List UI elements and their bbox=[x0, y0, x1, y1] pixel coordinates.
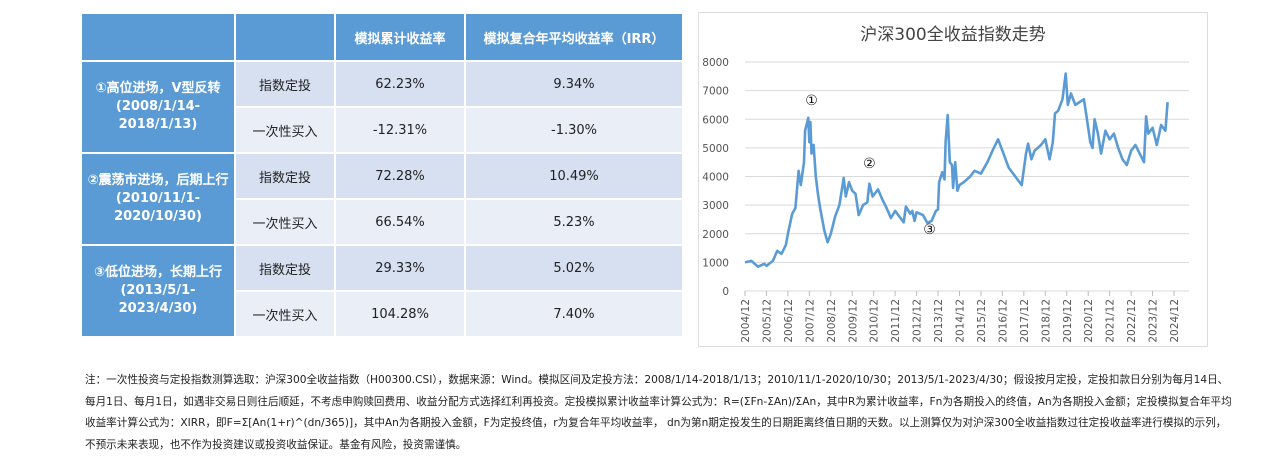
x-tick-label: 2016/12 bbox=[997, 299, 1009, 343]
returns-table: 模拟累计收益率 模拟复合年平均收益率（IRR） ①高位进场，V型反转 (2008/… bbox=[80, 12, 684, 338]
table-row: ①高位进场，V型反转 (2008/1/14-2018/1/13) 指数定投 62.23… bbox=[82, 62, 682, 152]
y-tick-label: 7000 bbox=[702, 86, 729, 98]
x-tick-label: 2010/12 bbox=[869, 299, 881, 343]
irr-cell: -1.30% bbox=[466, 108, 682, 152]
index-chart: 沪深300全收益指数走势 0 1000 2000 3000 4000 5000 6000 700… bbox=[698, 12, 1208, 347]
scenario-period: (2010/11/1-2020/10/30) bbox=[114, 191, 202, 224]
cum-return-cell: 66.54% bbox=[336, 200, 464, 244]
method-cell: 指数定投 bbox=[236, 246, 334, 290]
header-cum-return: 模拟累计收益率 bbox=[336, 14, 464, 60]
table-header-row: 模拟累计收益率 模拟复合年平均收益率（IRR） bbox=[82, 14, 682, 60]
table-row: 一次性买入 -12.31% -1.30% bbox=[82, 108, 682, 152]
method-cell: 指数定投 bbox=[236, 154, 334, 198]
y-tick-label: 5000 bbox=[702, 143, 729, 155]
method-cell: 指数定投 bbox=[236, 62, 334, 106]
cum-return-cell: 104.28% bbox=[336, 292, 464, 336]
cum-return-cell: 62.23% bbox=[336, 62, 464, 106]
irr-cell: 10.49% bbox=[466, 154, 682, 198]
cum-return-cell: -12.31% bbox=[336, 108, 464, 152]
y-tick-label: 3000 bbox=[702, 200, 729, 212]
y-tick-label: 0 bbox=[722, 286, 729, 298]
x-tick-label: 2013/12 bbox=[933, 299, 945, 343]
annotation-marker: ② bbox=[863, 156, 876, 172]
x-tick-label: 2008/12 bbox=[826, 299, 838, 343]
scenario-period: (2008/1/14-2018/1/13) bbox=[115, 99, 201, 132]
y-tick-label: 4000 bbox=[702, 172, 729, 184]
x-tick-label: 2006/12 bbox=[783, 299, 795, 343]
x-tick-label: 2023/12 bbox=[1148, 299, 1160, 343]
x-tick-label: 2007/12 bbox=[804, 299, 816, 343]
footnote: 注：一次性投资与定投指数测算选取：沪深300全收益指数（H00300.CSI），… bbox=[85, 374, 1232, 451]
y-tick-label: 6000 bbox=[702, 114, 729, 126]
annotation-marker: ① bbox=[805, 93, 818, 109]
x-tick-label: 2012/12 bbox=[912, 299, 924, 343]
y-tick-label: 1000 bbox=[702, 257, 729, 269]
irr-cell: 5.02% bbox=[466, 246, 682, 290]
scenario-title: ③低位进场，长期上行 bbox=[93, 265, 222, 280]
x-tick-label: 2004/12 bbox=[740, 299, 752, 343]
annotation-marker: ③ bbox=[923, 222, 936, 238]
y-tick-label: 2000 bbox=[702, 229, 729, 241]
x-tick-label: 2011/12 bbox=[890, 299, 902, 343]
table-row: 一次性买入 66.54% 5.23% bbox=[82, 200, 682, 244]
cum-return-cell: 72.28% bbox=[336, 154, 464, 198]
header-blank bbox=[236, 14, 334, 60]
y-tick-label: 8000 bbox=[702, 57, 729, 69]
header-blank bbox=[82, 14, 234, 60]
scenario-label: ②震荡市进场，后期上行 (2010/11/1-2020/10/30) bbox=[82, 154, 234, 244]
x-tick-label: 2019/12 bbox=[1062, 299, 1074, 343]
table-row: 一次性买入 104.28% 7.40% bbox=[82, 292, 682, 336]
x-tick-label: 2005/12 bbox=[761, 299, 773, 343]
method-cell: 一次性买入 bbox=[236, 292, 334, 336]
table-row: ②震荡市进场，后期上行 (2010/11/1-2020/10/30) 指数定投 72.… bbox=[82, 154, 682, 244]
x-tick-label: 2015/12 bbox=[976, 299, 988, 343]
x-tick-label: 2024/12 bbox=[1169, 299, 1181, 343]
scenario-title: ①高位进场，V型反转 bbox=[95, 81, 221, 96]
x-tick-label: 2014/12 bbox=[955, 299, 967, 343]
chart-title: 沪深300全收益指数走势 bbox=[860, 25, 1045, 45]
scenario-period: (2013/5/1-2023/4/30) bbox=[118, 283, 198, 316]
x-tick-label: 2020/12 bbox=[1083, 299, 1095, 343]
x-tick-label: 2009/12 bbox=[847, 299, 859, 343]
x-tick-label: 2022/12 bbox=[1126, 299, 1138, 343]
method-cell: 一次性买入 bbox=[236, 108, 334, 152]
method-cell: 一次性买入 bbox=[236, 200, 334, 244]
scenario-label: ①高位进场，V型反转 (2008/1/14-2018/1/13) bbox=[82, 62, 234, 152]
scenario-title: ②震荡市进场，后期上行 bbox=[87, 173, 229, 188]
x-tick-label: 2017/12 bbox=[1019, 299, 1031, 343]
irr-cell: 9.34% bbox=[466, 62, 682, 106]
x-tick-label: 2021/12 bbox=[1105, 299, 1117, 343]
irr-cell: 5.23% bbox=[466, 200, 682, 244]
irr-cell: 7.40% bbox=[466, 292, 682, 336]
x-tick-label: 2018/12 bbox=[1040, 299, 1052, 343]
scenario-label: ③低位进场，长期上行 (2013/5/1-2023/4/30) bbox=[82, 246, 234, 336]
cum-return-cell: 29.33% bbox=[336, 246, 464, 290]
table-row: ③低位进场，长期上行 (2013/5/1-2023/4/30) 指数定投 29.33%… bbox=[82, 246, 682, 336]
header-irr: 模拟复合年平均收益率（IRR） bbox=[466, 14, 682, 60]
series-line bbox=[744, 72, 1169, 268]
chart-svg: 沪深300全收益指数走势 0 1000 2000 3000 4000 5000 6000 700… bbox=[702, 25, 1189, 343]
